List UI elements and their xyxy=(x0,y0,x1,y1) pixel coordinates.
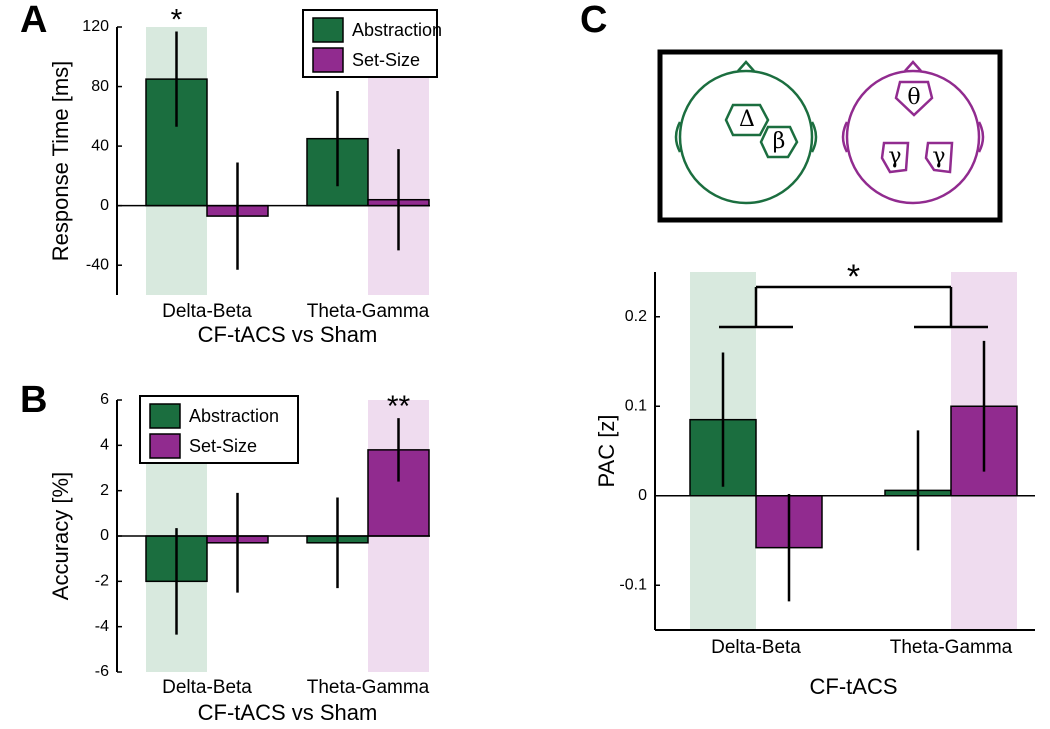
y-tick-label: 40 xyxy=(91,137,109,154)
legend-label: Set-Size xyxy=(352,50,420,70)
y-tick-label: -4 xyxy=(95,618,109,635)
legend-label: Abstraction xyxy=(189,406,279,426)
y-tick-label: 80 xyxy=(91,78,109,95)
y-tick-label: 2 xyxy=(100,482,109,499)
y-tick-label: 0.2 xyxy=(625,308,647,325)
y-axis-label: Accuracy [%] xyxy=(48,472,73,600)
bracket xyxy=(719,287,793,329)
panel-label: B xyxy=(20,379,47,421)
panel-label: C xyxy=(580,0,607,41)
x-tick-label: Delta-Beta xyxy=(162,301,252,322)
y-tick-label: 0 xyxy=(638,487,647,504)
significance: * xyxy=(847,258,860,296)
x-tick-label: Delta-Beta xyxy=(711,637,801,658)
bracket xyxy=(914,287,988,329)
x-axis-label: CF-tACS vs Sham xyxy=(198,700,378,725)
y-tick-label: 0 xyxy=(100,527,109,544)
diagram-box xyxy=(657,49,1003,223)
diagram-label: Δ xyxy=(739,107,755,132)
diagram-label: γ xyxy=(888,144,901,169)
legend-label: Abstraction xyxy=(352,20,442,40)
legend-swatch xyxy=(149,433,181,459)
legend-label: Set-Size xyxy=(189,436,257,456)
legend-swatch xyxy=(312,47,344,73)
purple-head xyxy=(841,60,985,205)
diagram-label: γ xyxy=(932,144,945,169)
y-tick-label: -2 xyxy=(95,573,109,590)
x-axis-label: CF-tACS xyxy=(810,674,898,699)
legend-swatch xyxy=(312,17,344,43)
y-tick-label: -0.1 xyxy=(619,576,647,593)
significance: * xyxy=(171,3,183,36)
y-tick-label: 4 xyxy=(100,437,109,454)
x-tick-label: Theta-Gamma xyxy=(307,301,430,322)
y-axis-label: PAC [z] xyxy=(594,415,619,488)
head-diagram: Δ β θ γ γ xyxy=(657,49,1003,223)
y-tick-label: -6 xyxy=(95,663,109,680)
diagram-label: θ xyxy=(907,85,920,110)
green-head xyxy=(674,60,818,205)
panel-label: A xyxy=(20,0,47,41)
y-tick-label: 0 xyxy=(100,197,109,214)
x-tick-label: Delta-Beta xyxy=(162,677,252,698)
x-axis-label: CF-tACS vs Sham xyxy=(198,322,378,347)
y-axis-label: Response Time [ms] xyxy=(48,61,73,262)
y-tick-label: 120 xyxy=(82,18,109,35)
diagram-label: β xyxy=(773,129,786,154)
legend-swatch xyxy=(149,403,181,429)
y-tick-label: 6 xyxy=(100,391,109,408)
x-tick-label: Theta-Gamma xyxy=(307,677,430,698)
x-tick-label: Theta-Gamma xyxy=(890,637,1013,658)
y-tick-label: -40 xyxy=(86,256,109,273)
y-tick-label: 0.1 xyxy=(625,397,647,414)
significance: ** xyxy=(387,390,411,423)
